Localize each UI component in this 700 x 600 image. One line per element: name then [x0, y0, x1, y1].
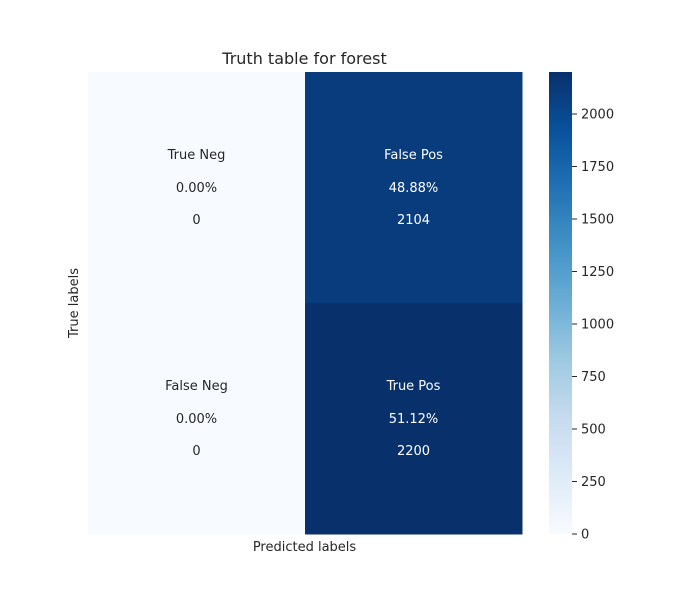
heatmap-cell-rect [305, 303, 523, 535]
colorbar-tick-label: 250 [581, 475, 606, 490]
heatmap-cell: False Pos 48.88% 2104 [305, 72, 523, 304]
heatmap-cell-rect [88, 303, 306, 535]
cell-count-label: 0 [192, 213, 200, 228]
cell-percent-label: 48.88% [389, 181, 439, 196]
chart-title: Truth table for forest [221, 49, 386, 68]
colorbar: 0 250 500 750 1000 1250 1500 1750 2000 [549, 72, 614, 543]
y-axis-label: True labels [67, 268, 82, 339]
colorbar-tick-label: 1500 [581, 213, 614, 228]
cell-percent-label: 0.00% [176, 181, 217, 196]
heatmap-cell-rect [88, 72, 306, 304]
cell-category-label: False Pos [384, 148, 443, 163]
cell-count-label: 2104 [397, 213, 430, 228]
colorbar-tick-label: 1250 [581, 265, 614, 280]
cell-percent-label: 51.12% [389, 412, 439, 427]
cell-count-label: 0 [192, 444, 200, 459]
colorbar-tick-label: 1750 [581, 160, 614, 175]
x-axis-label: Predicted labels [253, 540, 357, 555]
cell-category-label: True Pos [386, 379, 441, 394]
heatmap-cell: True Pos 51.12% 2200 [305, 303, 523, 535]
colorbar-tick-label: 2000 [581, 108, 614, 123]
colorbar-ticks: 0 250 500 750 1000 1250 1500 1750 2000 [572, 108, 614, 543]
heatmap-cell: False Neg 0.00% 0 [88, 303, 306, 535]
colorbar-tick-label: 750 [581, 370, 606, 385]
colorbar-tick-label: 500 [581, 423, 606, 438]
colorbar-tick-label: 0 [581, 528, 589, 543]
cell-percent-label: 0.00% [176, 412, 217, 427]
heatmap-cell: True Neg 0.00% 0 [88, 72, 306, 304]
cell-category-label: False Neg [165, 379, 228, 394]
colorbar-tick-label: 1000 [581, 318, 614, 333]
cell-category-label: True Neg [167, 148, 226, 163]
colorbar-body [549, 72, 572, 534]
heatmap-cell-rect [305, 72, 523, 304]
cell-count-label: 2200 [397, 444, 430, 459]
heatmap: True Neg 0.00% 0 False Pos 48.88% 2104 False N… [88, 72, 523, 535]
